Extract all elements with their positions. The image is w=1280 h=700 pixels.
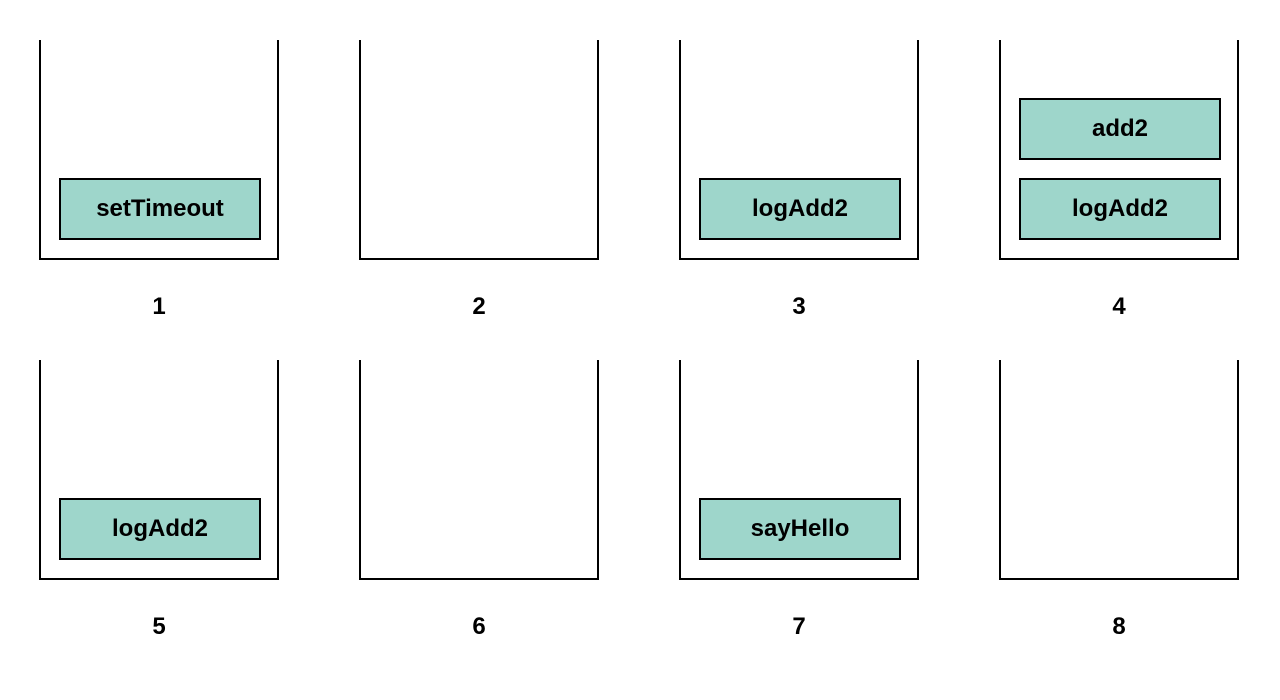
stack-frame: logAdd2 bbox=[59, 498, 261, 560]
call-stack-4: logAdd2 add2 bbox=[999, 40, 1239, 260]
step-label-2: 2 bbox=[472, 293, 486, 320]
call-stack-7: sayHello bbox=[679, 360, 919, 580]
stack-frame: sayHello bbox=[699, 498, 901, 560]
call-stack-2 bbox=[359, 40, 599, 260]
call-stack-8 bbox=[999, 360, 1239, 580]
stack-frame: logAdd2 bbox=[1019, 178, 1221, 240]
call-stack-3: logAdd2 bbox=[679, 40, 919, 260]
step-label-1: 1 bbox=[152, 293, 166, 320]
step-label-5: 5 bbox=[152, 613, 166, 640]
step-label-4: 4 bbox=[1112, 293, 1126, 320]
step-label-3: 3 bbox=[792, 293, 806, 320]
stack-frame: add2 bbox=[1019, 98, 1221, 160]
step-label-7: 7 bbox=[792, 613, 806, 640]
call-stack-6 bbox=[359, 360, 599, 580]
call-stack-5: logAdd2 bbox=[39, 360, 279, 580]
stack-frame: logAdd2 bbox=[699, 178, 901, 240]
stack-frame: setTimeout bbox=[59, 178, 261, 240]
step-label-6: 6 bbox=[472, 613, 486, 640]
step-label-8: 8 bbox=[1112, 613, 1126, 640]
call-stack-1: setTimeout bbox=[39, 40, 279, 260]
